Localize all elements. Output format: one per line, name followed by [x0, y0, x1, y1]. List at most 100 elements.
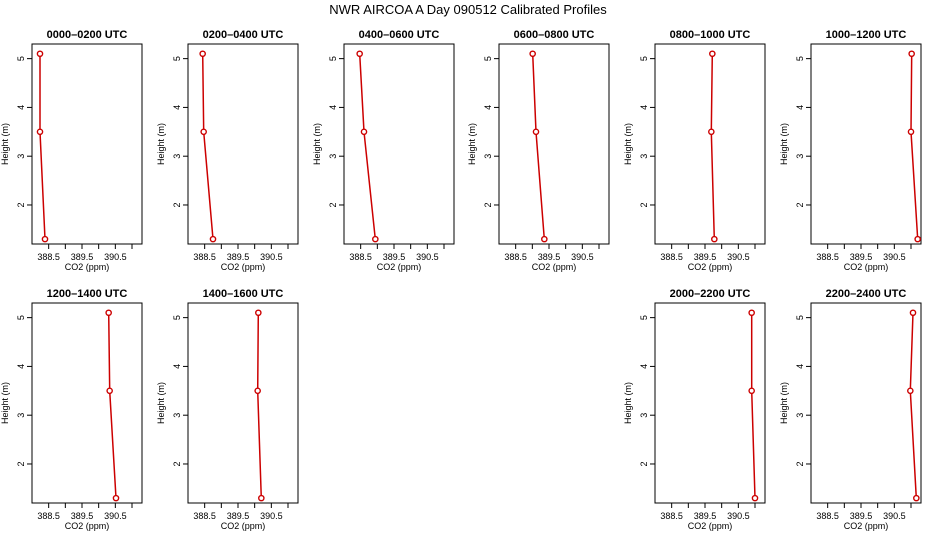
profile-line — [750, 312, 756, 499]
y-tick-label: 4 — [172, 105, 182, 110]
x-tick-label: 388.5 — [349, 252, 372, 262]
plot-frame — [187, 302, 299, 504]
chart-panel: 0400–0600 UTC 388.5 389.5 390.5 2 3 4 5 CO2 (ppm… — [312, 29, 455, 272]
y-tick-label: 5 — [16, 315, 26, 320]
x-tick-label: 390.5 — [883, 252, 906, 262]
panel-title: 0000–0200 UTC — [47, 29, 128, 41]
data-point — [199, 50, 206, 58]
y-tick-label: 5 — [328, 56, 338, 61]
data-point — [708, 128, 715, 136]
data-point — [200, 128, 207, 136]
data-point — [907, 128, 915, 136]
y-tick-label: 2 — [795, 461, 805, 466]
data-point — [372, 235, 379, 243]
y-tick-label: 4 — [639, 364, 649, 369]
data-point — [748, 309, 755, 317]
profile-line — [909, 312, 918, 499]
x-tick-label: 388.5 — [816, 511, 839, 521]
chart-panel: 2200–2400 UTC 388.5 389.5 390.5 2 3 4 5 CO2 (ppm… — [779, 288, 922, 531]
x-tick-label: 389.5 — [694, 252, 717, 262]
y-axis-label: Height (m) — [156, 123, 166, 165]
data-point — [41, 235, 49, 243]
y-tick-label: 3 — [172, 154, 182, 159]
plot-frame — [498, 43, 610, 245]
y-tick-label: 2 — [328, 202, 338, 207]
panel-title: 0800–1000 UTC — [670, 29, 751, 41]
y-tick-label: 2 — [639, 461, 649, 466]
data-point — [913, 494, 920, 502]
y-tick-label: 5 — [16, 56, 26, 61]
y-tick-label: 2 — [16, 202, 26, 207]
y-axis-label: Height (m) — [623, 382, 633, 424]
x-tick-label: 390.5 — [260, 511, 283, 521]
y-tick-label: 2 — [172, 202, 182, 207]
x-tick-label: 388.5 — [193, 511, 216, 521]
chart-panel: 0200–0400 UTC 388.5 389.5 390.5 2 3 4 5 CO2 (ppm… — [156, 29, 299, 272]
plot-frame — [810, 43, 922, 245]
panel-title: 0200–0400 UTC — [203, 29, 284, 41]
x-tick-label: 390.5 — [571, 252, 594, 262]
x-axis-label: CO2 (ppm) — [688, 262, 733, 272]
y-axis-label: Height (m) — [156, 382, 166, 424]
profile-line — [910, 53, 919, 240]
data-point — [36, 50, 44, 58]
y-tick-label: 3 — [16, 154, 26, 159]
plot-frame — [31, 302, 143, 504]
y-tick-label: 3 — [328, 154, 338, 159]
profile-line — [358, 53, 377, 240]
x-axis-label: CO2 (ppm) — [221, 262, 266, 272]
data-point — [532, 128, 540, 136]
x-tick-label: 389.5 — [694, 511, 717, 521]
data-point — [748, 387, 755, 395]
data-point — [112, 494, 120, 502]
y-axis-label: Height (m) — [623, 123, 633, 165]
x-tick-label: 389.5 — [227, 511, 250, 521]
data-point — [255, 309, 262, 317]
chart-panel: 2000–2200 UTC 388.5 389.5 390.5 2 3 4 5 CO2 (ppm… — [623, 288, 766, 531]
x-tick-label: 390.5 — [260, 252, 283, 262]
y-axis-label: Height (m) — [0, 123, 10, 165]
y-tick-label: 5 — [639, 56, 649, 61]
x-tick-label: 388.5 — [37, 511, 60, 521]
data-point — [751, 494, 759, 502]
panel-title: 1400–1600 UTC — [203, 288, 284, 300]
data-point — [360, 128, 368, 136]
data-point — [907, 387, 914, 395]
x-axis-label: CO2 (ppm) — [377, 262, 422, 272]
x-axis-label: CO2 (ppm) — [221, 521, 266, 531]
x-tick-label: 390.5 — [104, 511, 127, 521]
data-point — [709, 50, 716, 58]
data-point — [529, 50, 536, 58]
x-axis-label: CO2 (ppm) — [532, 262, 577, 272]
x-tick-label: 388.5 — [660, 511, 683, 521]
chart-panel: 1000–1200 UTC 388.5 389.5 390.5 2 3 4 5 CO2 (ppm… — [779, 29, 922, 272]
y-tick-label: 3 — [795, 154, 805, 159]
x-tick-label: 390.5 — [883, 511, 906, 521]
y-tick-label: 3 — [172, 413, 182, 418]
profile-line — [39, 53, 46, 240]
panel-title: 0400–0600 UTC — [359, 29, 440, 41]
y-tick-label: 4 — [795, 364, 805, 369]
x-axis-label: CO2 (ppm) — [844, 262, 889, 272]
data-point — [254, 387, 261, 395]
y-tick-label: 4 — [172, 364, 182, 369]
y-tick-label: 2 — [795, 202, 805, 207]
y-tick-label: 3 — [795, 413, 805, 418]
profile-line — [201, 53, 214, 240]
y-tick-label: 4 — [16, 105, 26, 110]
y-tick-label: 5 — [795, 56, 805, 61]
x-tick-label: 389.5 — [383, 252, 406, 262]
x-tick-label: 388.5 — [816, 252, 839, 262]
data-point — [258, 494, 265, 502]
x-tick-label: 388.5 — [504, 252, 527, 262]
chart-panel: 0600–0800 UTC 388.5 389.5 390.5 2 3 4 5 CO2 (ppm… — [467, 29, 610, 272]
panel-title: 2000–2200 UTC — [670, 288, 751, 300]
y-tick-label: 2 — [172, 461, 182, 466]
y-tick-label: 3 — [16, 413, 26, 418]
x-tick-label: 389.5 — [850, 252, 873, 262]
data-point — [356, 50, 363, 58]
x-tick-label: 390.5 — [727, 252, 750, 262]
y-tick-label: 4 — [16, 364, 26, 369]
panel-title: 1200–1400 UTC — [47, 288, 128, 300]
